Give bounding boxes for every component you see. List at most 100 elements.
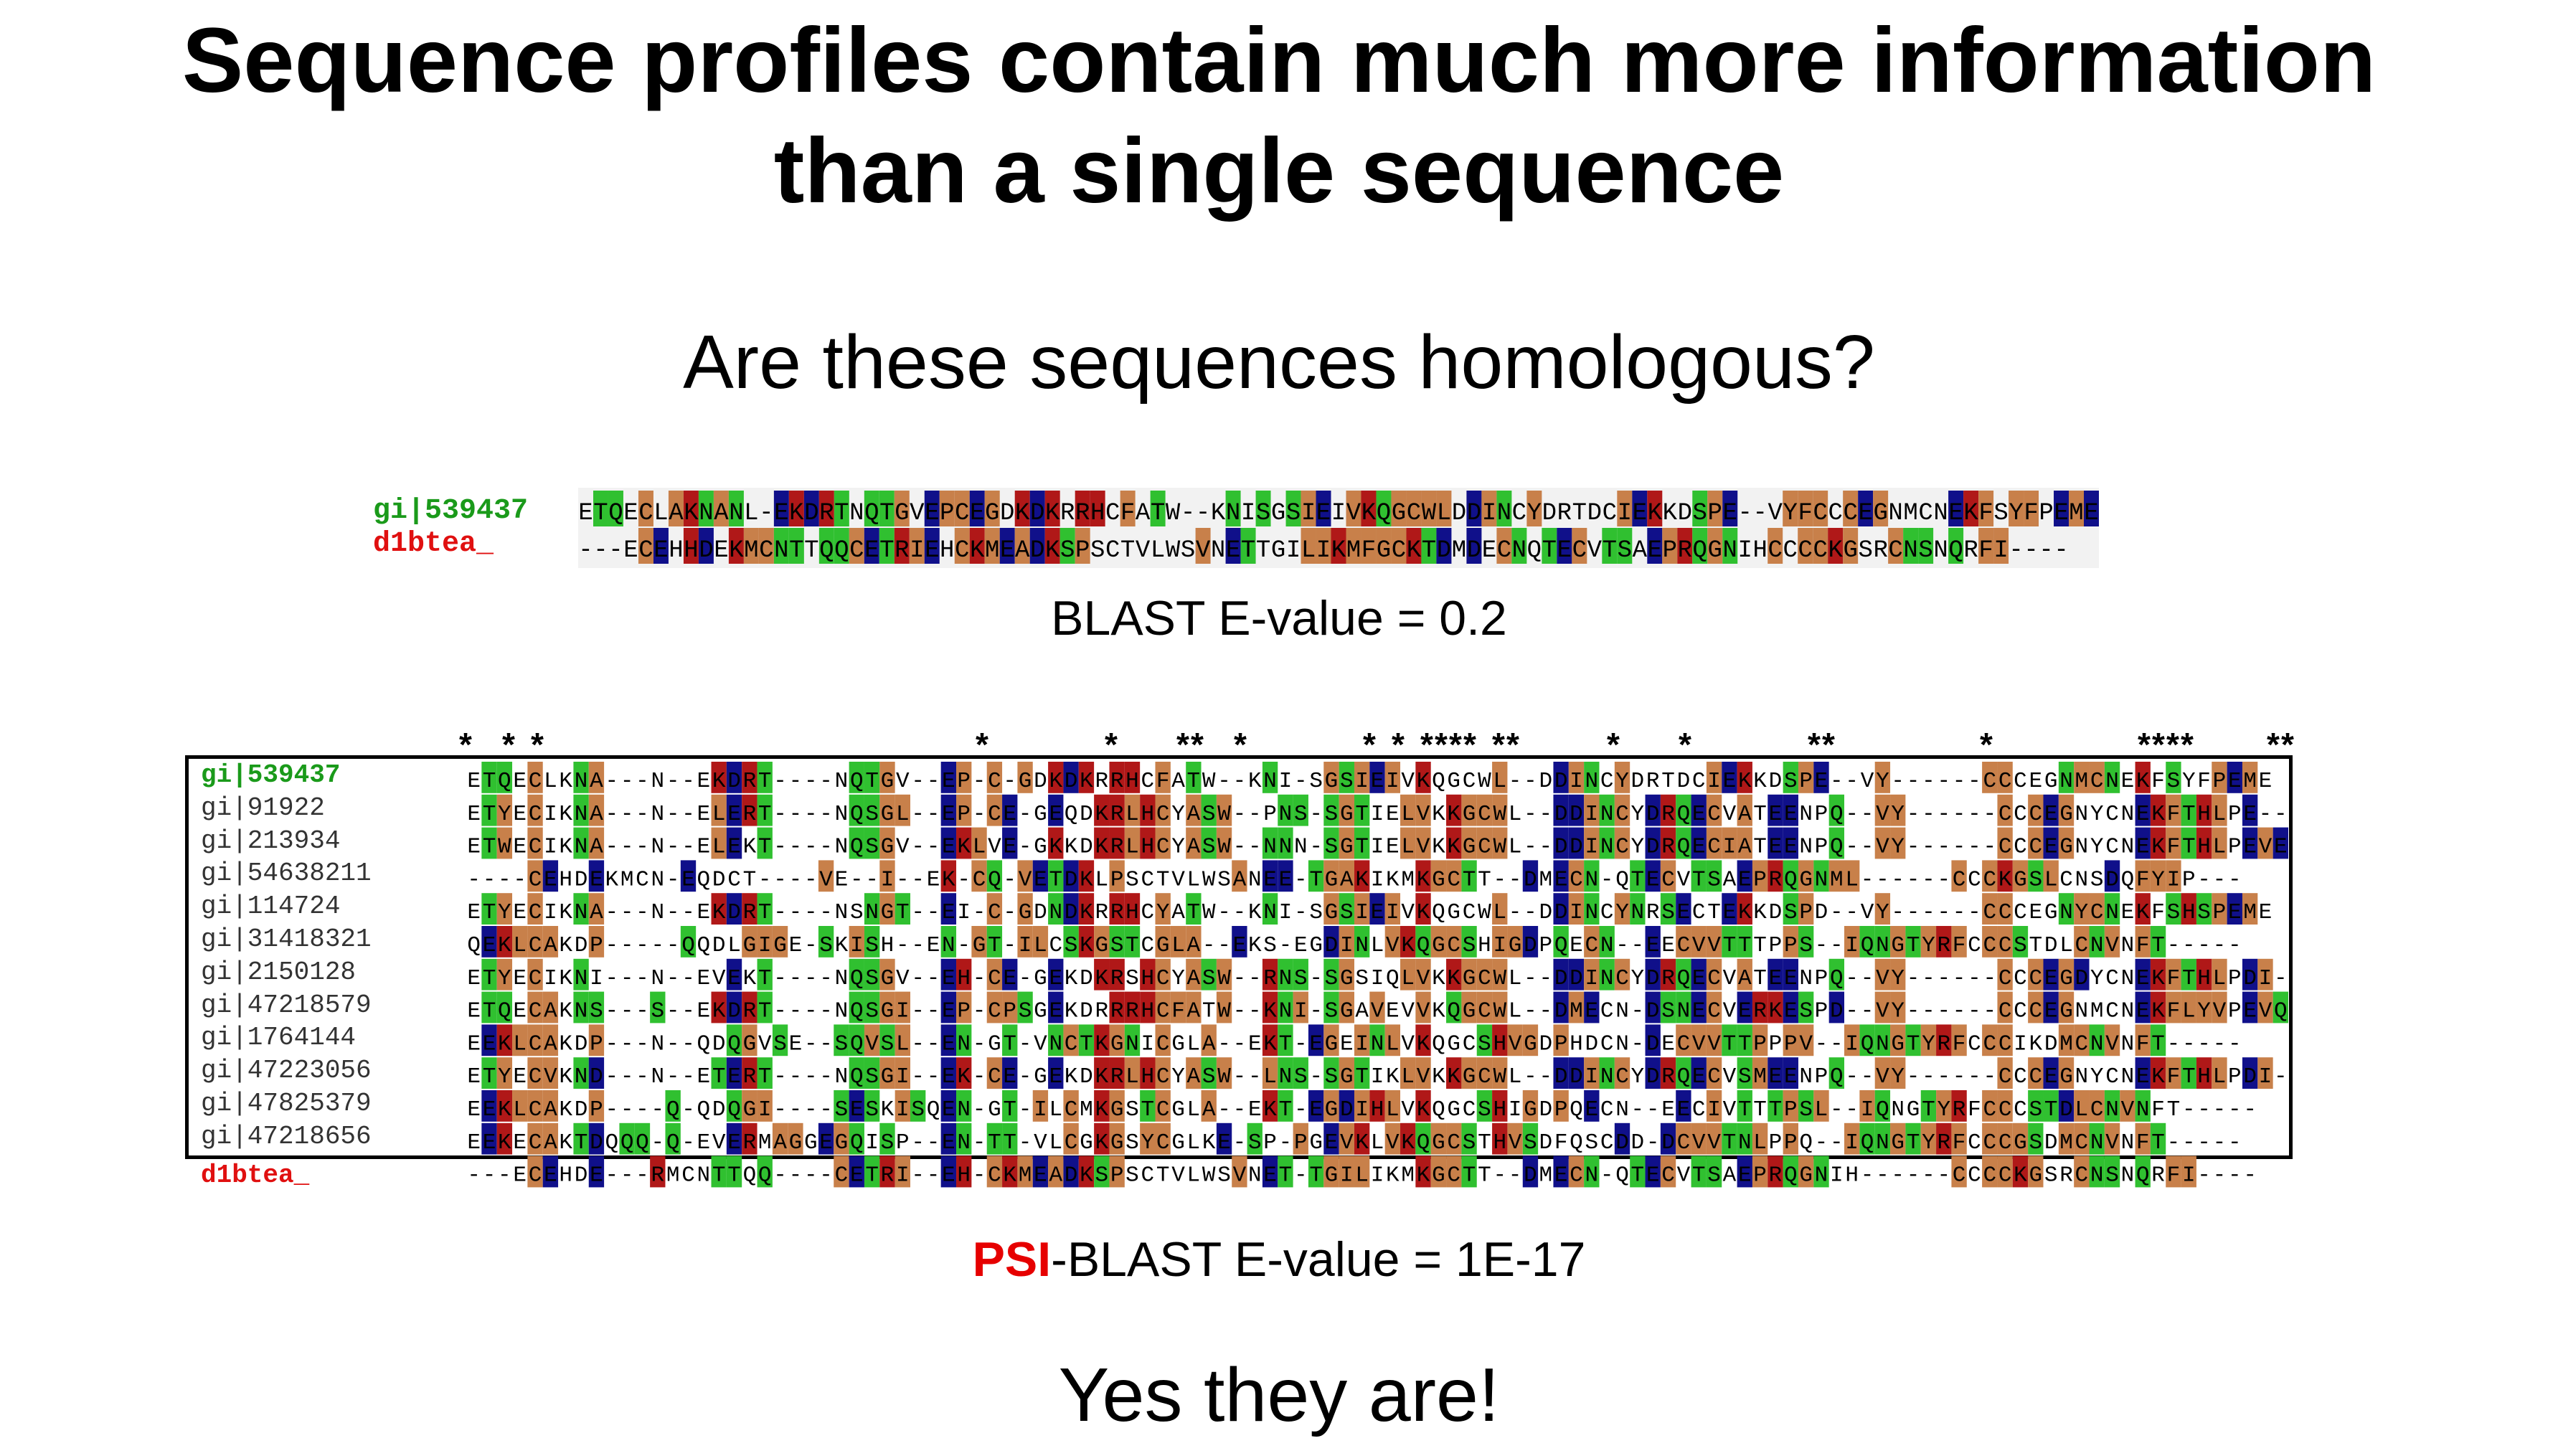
- profile-row-7-residue: G: [1340, 999, 1354, 1024]
- profile-row-6-residue: I: [590, 966, 603, 991]
- profile-row-8-residue: T: [1723, 1031, 1737, 1056]
- profile-row-1-residue-bg: [1476, 794, 1493, 826]
- profile-row-1-residue: C: [1156, 802, 1170, 827]
- profile-row-12-residue: M: [1401, 1163, 1415, 1188]
- pairwise-subject-residue-bg: [818, 528, 834, 564]
- profile-row-12-residue: R: [1769, 1163, 1783, 1188]
- profile-row-12-residue: -: [2213, 1163, 2227, 1188]
- profile-row-10-residue: -: [2228, 1097, 2242, 1122]
- profile-row-6-residue: -: [636, 966, 649, 991]
- profile-row-0-residue: K: [1738, 769, 1752, 794]
- pairwise-subject-residue: E: [623, 537, 638, 564]
- profile-row-7-residue: S: [1019, 999, 1032, 1024]
- profile-row-1-residue: E: [1003, 802, 1016, 827]
- profile-row-9-residue: -: [773, 1064, 787, 1089]
- profile-row-8-residue: -: [1830, 1031, 1844, 1056]
- profile-row-1-residue-bg: [1323, 794, 1339, 826]
- profile-row-0-residue: R: [1110, 769, 1124, 794]
- profile-row-2-residue-bg: [2181, 827, 2196, 859]
- profile-row-9-residue-bg: [2028, 1057, 2044, 1089]
- profile-row-4-residue-bg: [1339, 893, 1354, 925]
- pairwise-subject-residue: A: [1015, 537, 1030, 564]
- profile-row-8-residue-bg: [1676, 1024, 1691, 1056]
- profile-row-10-residue: H: [1493, 1097, 1506, 1122]
- profile-row-10-residue: C: [1983, 1097, 1996, 1122]
- profile-row-2-residue-bg: [1676, 827, 1691, 859]
- profile-row-0-residue: C: [1983, 769, 1996, 794]
- pairwise-query-residue: S: [1256, 500, 1270, 527]
- profile-row-10-residue-bg: [849, 1090, 864, 1122]
- profile-row-7-residue-bg: [496, 991, 513, 1024]
- profile-row-4-residue: K: [712, 900, 726, 925]
- profile-row-5-residue: Q: [697, 933, 711, 958]
- profile-row-9-residue: -: [1524, 1064, 1537, 1089]
- pairwise-query-residue: N: [1497, 500, 1511, 527]
- pairwise-query-residue: C: [1105, 500, 1120, 527]
- pairwise-subject-residue: -: [2009, 537, 2023, 564]
- profile-row-3-residue: -: [758, 867, 772, 892]
- profile-row-7-residue: C: [988, 999, 1001, 1024]
- profile-row-2-residue: K: [1447, 835, 1460, 860]
- profile-row-6-residue: Y: [1171, 966, 1185, 991]
- profile-row-7-residue-bg: [527, 991, 543, 1024]
- profile-row-5-residue: -: [651, 933, 665, 958]
- profile-row-5-residue: A: [544, 933, 557, 958]
- profile-row-5-residue: G: [973, 933, 986, 958]
- profile-row-0-residue: N: [575, 769, 588, 794]
- profile-row-9-residue: I: [2259, 1064, 2273, 1089]
- profile-row-9-residue: L: [1401, 1064, 1415, 1089]
- profile-row-7-residue: S: [590, 999, 603, 1024]
- pairwise-query-residue: G: [895, 500, 909, 527]
- profile-row-6-residue: -: [1861, 966, 1874, 991]
- profile-row-4-residue: E: [942, 900, 955, 925]
- pairwise-subject-residue: L: [1151, 537, 1165, 564]
- profile-row-11-residue: R: [743, 1130, 757, 1155]
- psi-blast-evalue-caption: PSI-BLAST E-value = 1E-17: [0, 1231, 2558, 1288]
- pairwise-subject-residue-bg: [984, 528, 1000, 564]
- profile-row-6-residue: K: [1065, 966, 1078, 991]
- profile-row-0-residue-bg: [1798, 762, 1814, 793]
- profile-row-1-residue: -: [911, 802, 925, 827]
- profile-row-2-residue: C: [1478, 835, 1491, 860]
- pairwise-subject-residue: L: [1301, 537, 1316, 564]
- profile-row-5-residue: G: [1432, 933, 1445, 958]
- pairwise-subject-residue-bg: [1813, 528, 1828, 564]
- profile-row-10-residue: -: [605, 1097, 618, 1122]
- profile-row-9-residue: K: [1447, 1064, 1460, 1089]
- profile-row-4-residue: -: [1845, 900, 1859, 925]
- profile-row-3-residue: A: [1723, 867, 1737, 892]
- profile-row-4-residue: N: [651, 900, 665, 925]
- profile-row-2-residue-bg: [1783, 827, 1798, 859]
- profile-row-8-residue: F: [2136, 1031, 2150, 1056]
- profile-row-9-residue: T: [1355, 1064, 1369, 1089]
- profile-row-10-residue-bg: [2028, 1090, 2044, 1122]
- profile-row-5-residue-bg: [742, 926, 758, 958]
- pairwise-query-residue: C: [638, 500, 653, 527]
- profile-row-10-residue-bg: [1155, 1090, 1171, 1122]
- pairwise-query-residue: C: [955, 500, 969, 527]
- profile-row-9-residue-bg: [1354, 1057, 1370, 1089]
- profile-row-0-residue: -: [1217, 769, 1231, 794]
- profile-row-label: gi|539437: [201, 760, 341, 790]
- profile-row-4-residue: -: [666, 900, 680, 925]
- pairwise-subject-residue: W: [1166, 537, 1181, 564]
- profile-row-1-residue: V: [1723, 802, 1737, 827]
- profile-row-5-residue: G: [1891, 933, 1905, 958]
- profile-row-10-residue: L: [1187, 1097, 1201, 1122]
- profile-row-2-residue: I: [544, 835, 557, 860]
- profile-row-12-residue: E: [544, 1163, 557, 1188]
- profile-row-7-residue: V: [1723, 999, 1737, 1024]
- profile-row-11-residue: C: [1156, 1130, 1170, 1155]
- profile-row-9-residue: D: [590, 1064, 603, 1089]
- profile-row-10-residue-bg: [1094, 1090, 1110, 1122]
- pairwise-subject-residue-bg: [638, 528, 653, 564]
- conservation-star: *: [1822, 726, 1835, 757]
- profile-row-6-residue-bg: [2028, 958, 2044, 991]
- profile-row-2-residue: L: [1509, 835, 1522, 860]
- profile-row-10-residue: S: [865, 1097, 879, 1122]
- profile-row-5-residue-bg: [864, 926, 880, 958]
- profile-row-11-residue: E: [727, 1130, 741, 1155]
- profile-row-3-residue-bg: [1063, 860, 1079, 892]
- profile-row-6-residue-bg: [956, 958, 972, 991]
- profile-row-5-residue-bg: [1905, 926, 1921, 958]
